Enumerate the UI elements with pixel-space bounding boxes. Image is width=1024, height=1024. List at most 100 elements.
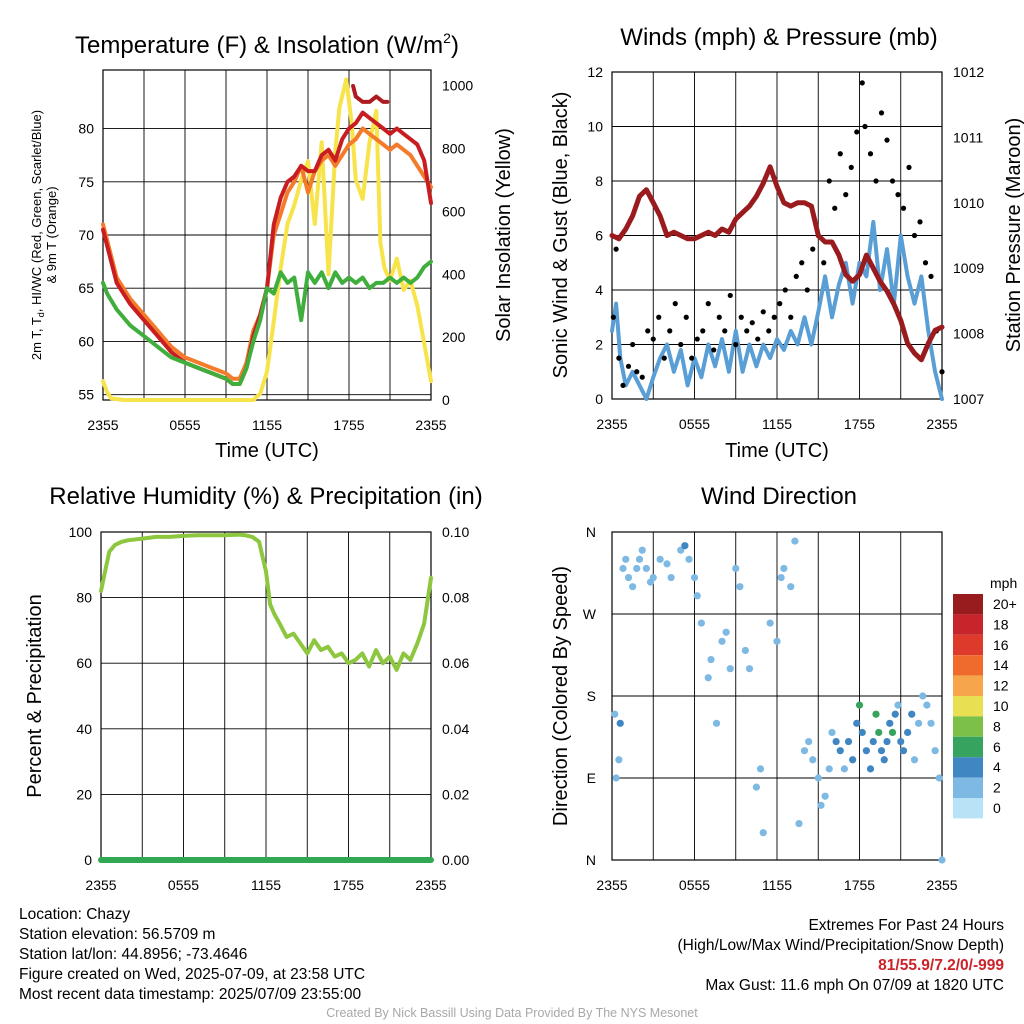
x-tick-label: 0555: [168, 877, 199, 893]
x-tick-label: 2355: [87, 417, 118, 433]
gust-point: [911, 232, 918, 239]
direction-point: [886, 719, 894, 727]
pressure-line: [609, 164, 945, 363]
solar-y2-label: Solar Insolation (Yellow): [493, 128, 515, 342]
legend-swatch: [953, 757, 983, 778]
heat_index-line: [351, 84, 390, 104]
direction-point: [880, 756, 888, 764]
gust-point: [917, 219, 923, 225]
direction-point: [891, 710, 899, 718]
direction-point: [809, 756, 817, 764]
gust-point: [689, 355, 695, 361]
direction-point: [832, 737, 840, 746]
legend-label: 4: [993, 759, 1001, 775]
gust-point: [859, 80, 865, 86]
legend-label: 20+: [993, 596, 1017, 612]
gust-point: [694, 336, 700, 342]
direction-point: [773, 637, 781, 645]
y-tick-label: 2: [595, 337, 603, 353]
y2-tick-label: 1008: [953, 326, 984, 342]
precip-y2-ticks: 0.00 0.02 0.04 0.06 0.08 0.10: [442, 524, 469, 868]
wind-direction-grid: [612, 532, 942, 860]
y2-tick-label: 0.04: [442, 721, 469, 737]
direction-point: [915, 719, 923, 727]
gust-point: [738, 314, 744, 320]
humidity-panel: Relative Humidity (%) & Precipitation (i…: [24, 483, 483, 893]
dewpoint-line: [101, 259, 433, 386]
y-tick-label: 70: [78, 227, 94, 243]
legend-label: 12: [993, 678, 1009, 694]
direction-point: [795, 819, 803, 828]
gust-point: [716, 314, 722, 320]
figure-created: Figure created on Wed, 2025-07-09, at 23…: [19, 966, 366, 983]
gust-point: [733, 341, 739, 348]
humidity-series: [98, 532, 434, 863]
x-tick-label: 2355: [85, 877, 116, 893]
y-tick-label: N: [586, 852, 596, 868]
gust-point: [667, 328, 673, 334]
direction-point: [825, 765, 833, 773]
y2-tick-label: 1012: [953, 64, 984, 80]
humidity-y-ticks: 0 20 40 60 80 100: [69, 524, 93, 868]
gust-point: [922, 260, 929, 266]
direction-point: [862, 747, 870, 755]
winds-x-ticks: 2355 0555 1155 1755 2355: [596, 416, 957, 432]
temperature-y-label: 2m T, Td, HI/WC (Red, Green, Scarlet/Blu…: [29, 110, 46, 360]
extremes-title: Extremes For Past 24 Hours: [808, 917, 1004, 934]
y-tick-label: 80: [78, 121, 94, 137]
direction-point: [791, 537, 799, 545]
direction-point: [616, 719, 624, 727]
humidity-y-label: Percent & Precipitation: [24, 594, 46, 797]
x-tick-label: 0555: [679, 877, 710, 893]
direction-point: [866, 765, 875, 773]
gust-point: [873, 178, 879, 184]
direction-point: [904, 728, 912, 737]
gust-point: [700, 328, 706, 334]
legend-swatch: [953, 716, 983, 737]
winds-y-ticks: 0 2 4 6 8 10 12: [587, 64, 603, 407]
legend-label: 2: [993, 780, 1001, 796]
legend-swatch: [953, 594, 983, 615]
direction-point: [681, 542, 689, 550]
x-tick-label: 2355: [415, 877, 446, 893]
direction-point: [693, 592, 701, 600]
direction-point: [718, 637, 726, 645]
x-tick-label: 1155: [251, 877, 281, 893]
y-tick-label: 0: [595, 391, 603, 407]
gust-point: [620, 382, 626, 388]
gust-point: [771, 314, 777, 320]
y2-tick-label: 0.02: [442, 786, 469, 802]
gust-point: [788, 314, 794, 320]
gust-point: [766, 328, 772, 334]
direction-point: [805, 737, 813, 746]
direction-point: [849, 756, 857, 764]
gust-point: [656, 314, 662, 320]
winds-series: [609, 80, 945, 401]
x-tick-label: 1755: [333, 877, 364, 893]
station-location: Location: Chazy: [19, 906, 131, 923]
max-gust: Max Gust: 11.6 mph On 07/09 at 1820 UTC: [705, 977, 1004, 994]
x-tick-label: 0555: [169, 417, 200, 433]
rh-line: [99, 532, 433, 672]
temperature-title: Temperature (F) & Insolation (W/m2): [75, 30, 459, 59]
temperature-y-ticks: 55 60 65 70 75 80: [78, 121, 94, 403]
y2-tick-label: 1009: [953, 260, 984, 276]
legend-swatch: [953, 777, 983, 798]
legend-swatch: [953, 696, 983, 717]
direction-point: [633, 564, 641, 573]
legend-label: 10: [993, 698, 1009, 714]
direction-point: [780, 564, 788, 573]
direction-point: [611, 710, 619, 718]
extremes-values: 81/55.9/7.2/0/-999: [878, 957, 1004, 974]
gust-point: [782, 287, 788, 293]
direction-point: [697, 619, 705, 627]
direction-point: [707, 655, 715, 664]
direction-point: [704, 674, 712, 682]
y-tick-label: 55: [78, 387, 94, 403]
y-tick-label: 0: [84, 852, 92, 868]
y-tick-label: 10: [587, 119, 603, 135]
direction-point: [927, 719, 935, 727]
gust-point: [939, 369, 945, 375]
